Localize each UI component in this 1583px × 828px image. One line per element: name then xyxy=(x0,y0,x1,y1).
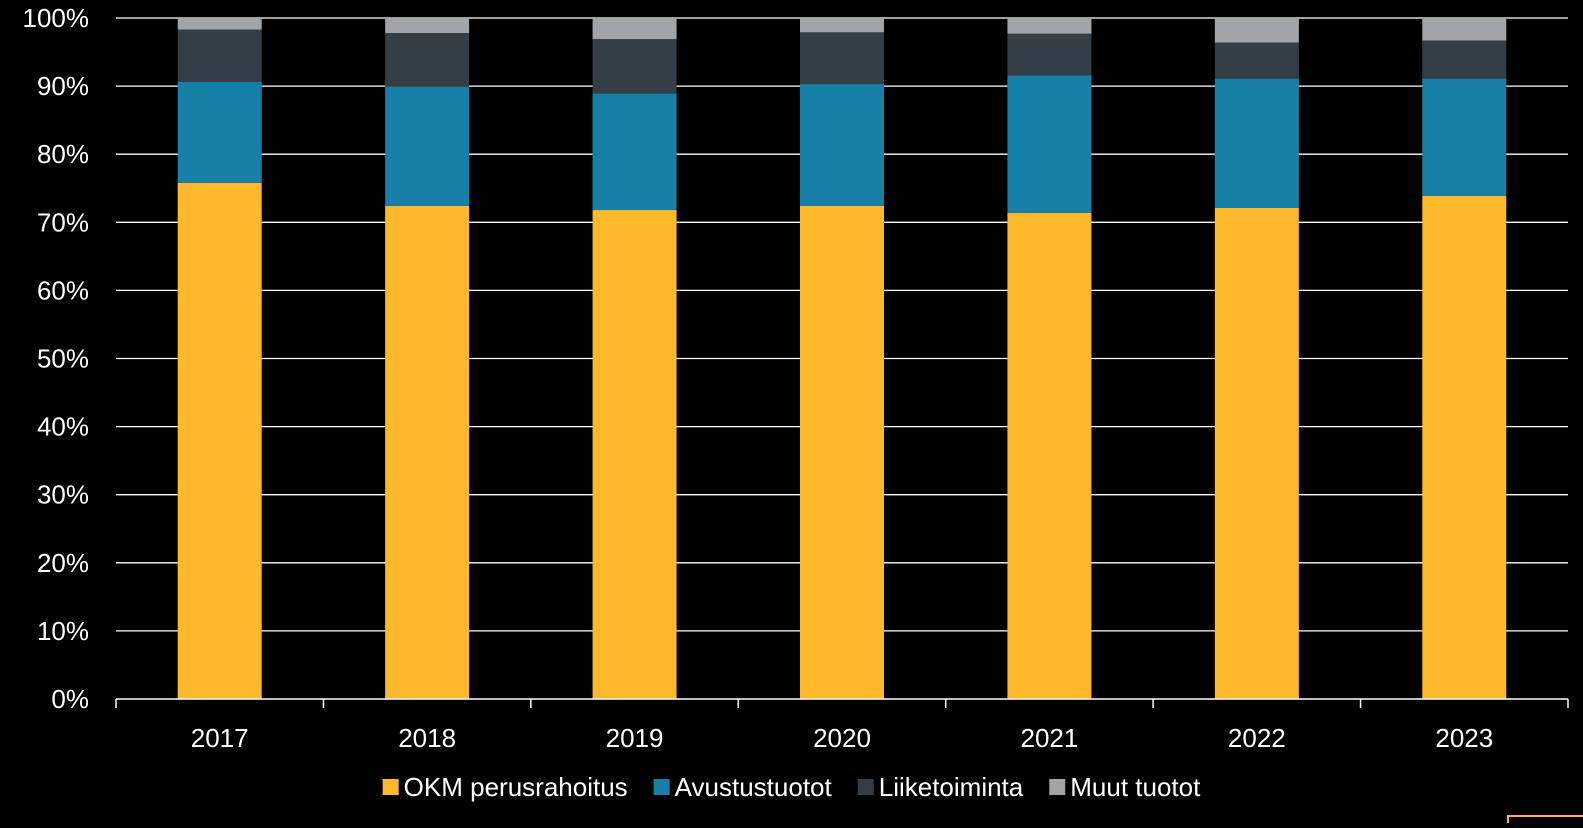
x-tick-label: 2020 xyxy=(813,723,871,753)
bar-segment-2019-1 xyxy=(592,93,677,211)
legend-swatch-2 xyxy=(857,779,874,795)
x-tick-label: 2017 xyxy=(191,723,249,753)
bar-segment-2022-0 xyxy=(1214,207,1299,699)
legend-swatch-1 xyxy=(653,779,670,795)
bar-segment-2023-3 xyxy=(1422,18,1507,41)
y-tick-label: 100% xyxy=(23,3,90,33)
legend: OKM perusrahoitus Avustustuotot Liiketoimi… xyxy=(382,772,1201,802)
legend-swatch-0 xyxy=(382,779,399,795)
x-tick-label: 2021 xyxy=(1021,723,1079,753)
x-tick-label: 2023 xyxy=(1435,723,1493,753)
bar-segment-2021-1 xyxy=(1007,75,1092,213)
y-tick-label: 70% xyxy=(37,207,89,237)
legend-swatch-3 xyxy=(1049,779,1066,795)
bar-segment-2018-2 xyxy=(385,32,470,87)
bar-segment-2017-2 xyxy=(177,29,262,83)
bar-segment-2021-2 xyxy=(1007,33,1092,76)
y-tick-label: 90% xyxy=(37,71,89,101)
bar-segment-2017-0 xyxy=(177,182,262,699)
bar-segment-2022-2 xyxy=(1214,42,1299,79)
x-tick-label: 2018 xyxy=(398,723,456,753)
bar-segment-2018-0 xyxy=(385,205,470,699)
y-tick-label: 10% xyxy=(37,616,89,646)
bar-segment-2023-1 xyxy=(1422,78,1507,196)
bar-segment-2020-3 xyxy=(800,18,884,33)
bar-segment-2019-0 xyxy=(592,210,677,700)
y-tick-label: 40% xyxy=(37,412,89,442)
y-tick-label: 20% xyxy=(37,548,89,578)
bar-segment-2021-3 xyxy=(1007,18,1092,34)
axes: 0% 10% 20% 30% 40% 50% 60% 70% 80% 90% 100% 2017 201… xyxy=(23,3,1569,753)
bar-segment-2020-2 xyxy=(800,32,884,85)
bar-segment-2021-0 xyxy=(1007,212,1092,700)
bar-segment-2020-0 xyxy=(800,205,884,699)
bar-segment-2017-1 xyxy=(177,82,262,183)
bar-segment-2020-1 xyxy=(800,84,884,206)
y-tick-label: 0% xyxy=(51,684,89,714)
y-tick-label: 50% xyxy=(37,344,89,374)
x-tick-label: 2022 xyxy=(1228,723,1286,753)
bar-segment-2023-2 xyxy=(1422,40,1507,79)
bar-segment-2017-3 xyxy=(177,18,262,30)
bar-segment-2019-3 xyxy=(592,18,677,40)
bar-segment-2022-3 xyxy=(1214,18,1299,43)
y-tick-label: 80% xyxy=(37,139,89,169)
bar-segment-2022-1 xyxy=(1214,78,1299,208)
x-tick-label: 2019 xyxy=(606,723,664,753)
bar-segment-2023-0 xyxy=(1422,195,1507,699)
bar-segment-2018-1 xyxy=(385,86,470,206)
legend-label-1: Avustustuotot xyxy=(675,772,833,802)
legend-label-0: OKM perusrahoitus xyxy=(404,772,628,802)
corner-accent xyxy=(1507,815,1583,823)
y-tick-label: 60% xyxy=(37,275,89,305)
y-tick-label: 30% xyxy=(37,480,89,510)
bar-segment-2018-3 xyxy=(385,18,470,33)
legend-label-3: Muut tuotot xyxy=(1070,772,1201,802)
bars xyxy=(177,18,1507,700)
bar-segment-2019-2 xyxy=(592,39,677,94)
legend-label-2: Liiketoiminta xyxy=(879,772,1024,802)
